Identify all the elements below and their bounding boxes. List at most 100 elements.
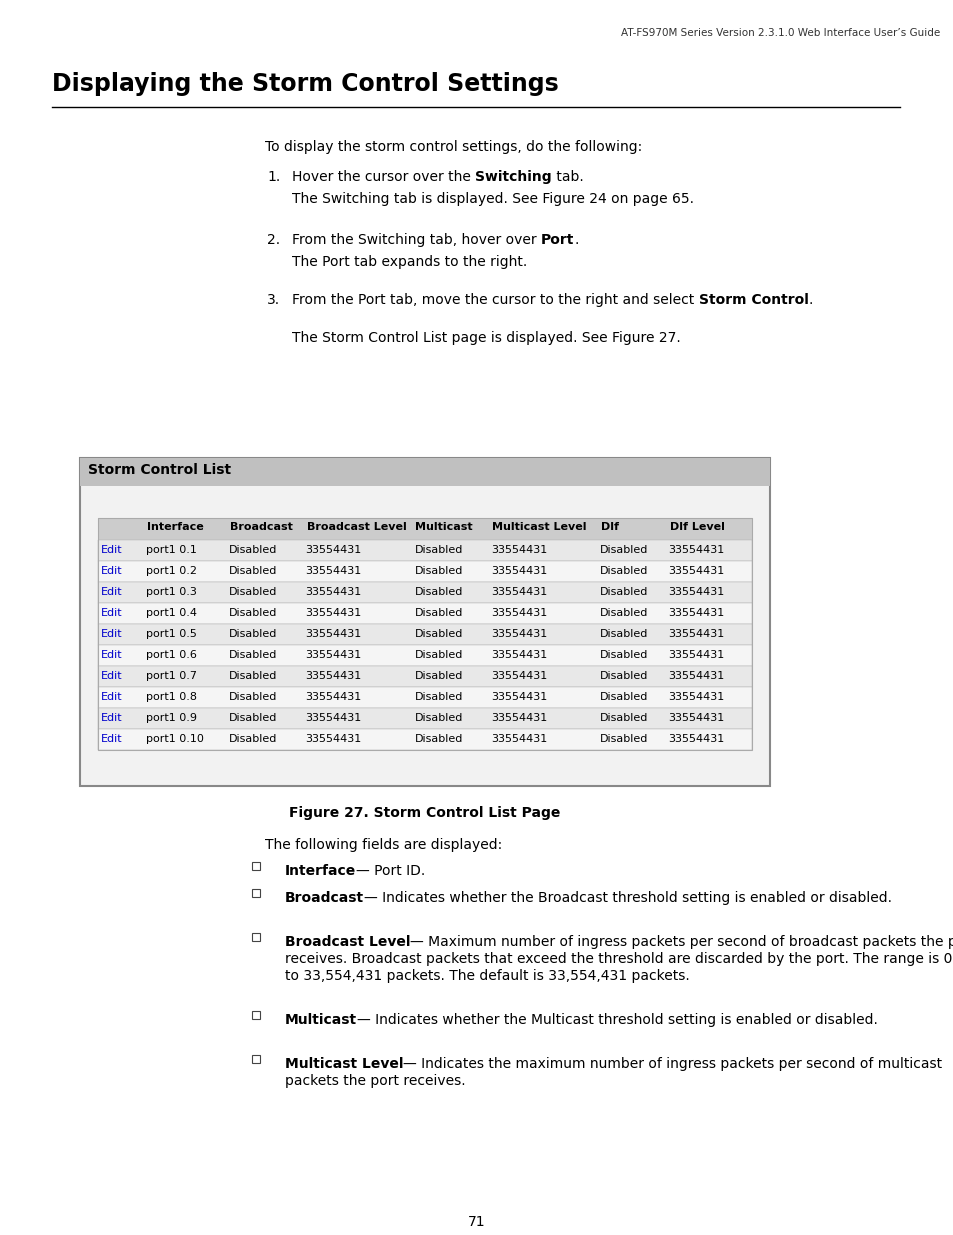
Text: 33554431: 33554431 xyxy=(668,608,724,618)
Text: port1 0.4: port1 0.4 xyxy=(146,608,196,618)
Text: 33554431: 33554431 xyxy=(305,671,361,680)
Text: Edit: Edit xyxy=(101,713,123,722)
Text: 33554431: 33554431 xyxy=(491,587,547,597)
Text: Disabled: Disabled xyxy=(229,713,276,722)
FancyBboxPatch shape xyxy=(252,862,260,869)
Text: Disabled: Disabled xyxy=(414,692,462,701)
Text: .: . xyxy=(574,233,578,247)
Text: receives. Broadcast packets that exceed the threshold are discarded by the port.: receives. Broadcast packets that exceed … xyxy=(285,952,951,966)
Text: Disabled: Disabled xyxy=(599,545,648,555)
Text: Hover the cursor over the: Hover the cursor over the xyxy=(292,170,475,184)
Text: Disabled: Disabled xyxy=(414,608,462,618)
Text: port1 0.1: port1 0.1 xyxy=(146,545,196,555)
Text: AT-FS970M Series Version 2.3.1.0 Web Interface User’s Guide: AT-FS970M Series Version 2.3.1.0 Web Int… xyxy=(620,28,939,38)
Text: Broadcast: Broadcast xyxy=(285,890,364,905)
Text: Figure 27. Storm Control List Page: Figure 27. Storm Control List Page xyxy=(289,806,560,820)
Text: port1 0.5: port1 0.5 xyxy=(146,629,196,638)
Text: 33554431: 33554431 xyxy=(305,629,361,638)
Text: port1 0.9: port1 0.9 xyxy=(146,713,196,722)
Text: Disabled: Disabled xyxy=(229,692,276,701)
Text: Disabled: Disabled xyxy=(599,629,648,638)
Text: Edit: Edit xyxy=(101,608,123,618)
Text: port1 0.2: port1 0.2 xyxy=(146,566,196,576)
FancyBboxPatch shape xyxy=(98,687,751,708)
Text: 33554431: 33554431 xyxy=(305,734,361,743)
FancyBboxPatch shape xyxy=(98,729,751,750)
Text: Disabled: Disabled xyxy=(229,650,276,659)
Text: Multicast: Multicast xyxy=(415,522,473,532)
Text: 33554431: 33554431 xyxy=(668,629,724,638)
Text: Disabled: Disabled xyxy=(229,671,276,680)
Text: — Indicates whether the Multicast threshold setting is enabled or disabled.: — Indicates whether the Multicast thresh… xyxy=(356,1013,877,1028)
Text: Disabled: Disabled xyxy=(414,671,462,680)
Text: 33554431: 33554431 xyxy=(305,713,361,722)
Text: Edit: Edit xyxy=(101,629,123,638)
Text: From the Switching tab, hover over: From the Switching tab, hover over xyxy=(292,233,540,247)
Text: port1 0.3: port1 0.3 xyxy=(146,587,196,597)
Text: Storm Control: Storm Control xyxy=(698,293,807,308)
FancyBboxPatch shape xyxy=(98,540,751,561)
Text: to 33,554,431 packets. The default is 33,554,431 packets.: to 33,554,431 packets. The default is 33… xyxy=(285,969,689,983)
Text: 71: 71 xyxy=(468,1215,485,1229)
Text: 33554431: 33554431 xyxy=(491,608,547,618)
FancyBboxPatch shape xyxy=(252,889,260,897)
Text: Edit: Edit xyxy=(101,566,123,576)
Text: packets the port receives.: packets the port receives. xyxy=(285,1074,465,1088)
Text: 33554431: 33554431 xyxy=(668,713,724,722)
Text: 2.: 2. xyxy=(267,233,280,247)
Text: 33554431: 33554431 xyxy=(305,608,361,618)
Text: Edit: Edit xyxy=(101,650,123,659)
Text: Dlf: Dlf xyxy=(600,522,618,532)
Text: 33554431: 33554431 xyxy=(491,650,547,659)
Text: Broadcast: Broadcast xyxy=(230,522,293,532)
Text: 33554431: 33554431 xyxy=(305,545,361,555)
Text: Edit: Edit xyxy=(101,692,123,701)
Text: Interface: Interface xyxy=(147,522,204,532)
Text: — Maximum number of ingress packets per second of broadcast packets the port: — Maximum number of ingress packets per … xyxy=(410,935,953,948)
Text: Port: Port xyxy=(540,233,574,247)
Text: 33554431: 33554431 xyxy=(668,692,724,701)
FancyBboxPatch shape xyxy=(98,561,751,582)
Text: Disabled: Disabled xyxy=(414,713,462,722)
Text: port1 0.7: port1 0.7 xyxy=(146,671,196,680)
Text: Disabled: Disabled xyxy=(414,566,462,576)
Text: Disabled: Disabled xyxy=(414,734,462,743)
Text: 33554431: 33554431 xyxy=(305,566,361,576)
Text: port1 0.10: port1 0.10 xyxy=(146,734,204,743)
Text: — Indicates whether the Broadcast threshold setting is enabled or disabled.: — Indicates whether the Broadcast thresh… xyxy=(364,890,891,905)
Text: Edit: Edit xyxy=(101,671,123,680)
Text: Disabled: Disabled xyxy=(229,566,276,576)
Text: Disabled: Disabled xyxy=(599,566,648,576)
Text: Disabled: Disabled xyxy=(599,650,648,659)
Text: Disabled: Disabled xyxy=(599,692,648,701)
Text: Interface: Interface xyxy=(285,864,355,878)
Text: Broadcast Level: Broadcast Level xyxy=(285,935,410,948)
Text: The Storm Control List page is displayed. See Figure 27.: The Storm Control List page is displayed… xyxy=(292,331,680,345)
Text: The Switching tab is displayed. See Figure 24 on page 65.: The Switching tab is displayed. See Figu… xyxy=(292,191,693,206)
Text: Disabled: Disabled xyxy=(599,587,648,597)
Text: The following fields are displayed:: The following fields are displayed: xyxy=(265,839,501,852)
Text: Disabled: Disabled xyxy=(229,608,276,618)
Text: Multicast Level: Multicast Level xyxy=(285,1057,403,1071)
Text: Disabled: Disabled xyxy=(229,545,276,555)
Text: 33554431: 33554431 xyxy=(491,566,547,576)
Text: 33554431: 33554431 xyxy=(305,692,361,701)
Text: 3.: 3. xyxy=(267,293,280,308)
Text: 33554431: 33554431 xyxy=(668,650,724,659)
FancyBboxPatch shape xyxy=(98,708,751,729)
Text: .: . xyxy=(807,293,812,308)
Text: To display the storm control settings, do the following:: To display the storm control settings, d… xyxy=(265,140,641,154)
Text: 33554431: 33554431 xyxy=(491,734,547,743)
Text: Disabled: Disabled xyxy=(599,608,648,618)
FancyBboxPatch shape xyxy=(252,1011,260,1019)
Text: 33554431: 33554431 xyxy=(668,566,724,576)
FancyBboxPatch shape xyxy=(98,645,751,666)
Text: Edit: Edit xyxy=(101,587,123,597)
Text: From the Port tab, move the cursor to the right and select: From the Port tab, move the cursor to th… xyxy=(292,293,698,308)
Text: 33554431: 33554431 xyxy=(305,650,361,659)
Text: Disabled: Disabled xyxy=(229,587,276,597)
Text: 33554431: 33554431 xyxy=(491,545,547,555)
Text: Edit: Edit xyxy=(101,734,123,743)
Text: Dlf Level: Dlf Level xyxy=(669,522,723,532)
FancyBboxPatch shape xyxy=(98,603,751,624)
